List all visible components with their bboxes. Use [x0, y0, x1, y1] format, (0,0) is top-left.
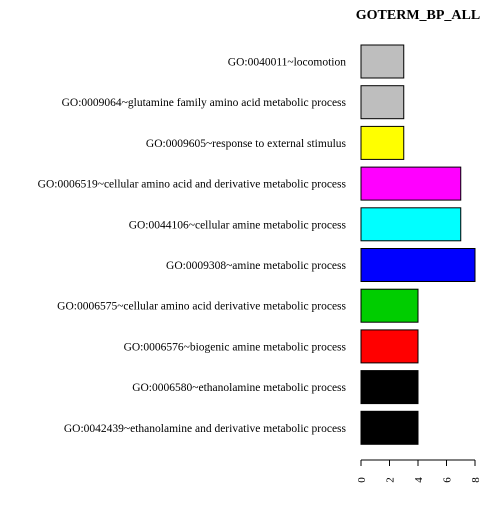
category-label: GO:0009308~amine metabolic process: [166, 260, 346, 272]
bar: [360, 125, 405, 160]
category-label: GO:0009605~response to external stimulus: [146, 138, 347, 150]
bar: [360, 288, 419, 323]
category-label: GO:0009064~glutamine family amino acid m…: [62, 97, 347, 109]
category-label: GO:0006580~ethanolamine metabolic proces…: [132, 382, 346, 394]
category-label: GO:0044106~cellular amine metabolic proc…: [129, 219, 347, 231]
bars-group: [360, 44, 476, 445]
x-tick-label: 4: [413, 477, 425, 483]
bar: [360, 207, 462, 242]
bar: [360, 44, 405, 79]
category-label: GO:0006519~cellular amino acid and deriv…: [38, 179, 347, 191]
chart-title: GOTERM_BP_ALL: [356, 8, 480, 23]
category-label: GO:0006575~cellular amino acid derivativ…: [57, 301, 346, 313]
bar: [360, 370, 419, 405]
category-labels-group: GO:0040011~locomotion GO:0009064~glutamin…: [38, 57, 347, 435]
x-axis: 0 2 4 6 8: [356, 459, 482, 483]
bar: [360, 329, 419, 364]
bar: [360, 166, 462, 201]
x-tick-label: 0: [356, 477, 368, 483]
category-label: GO:0042439~ethanolamine and derivative m…: [64, 423, 347, 435]
x-tick-label: 6: [442, 477, 454, 483]
category-label: GO:0006576~biogenic amine metabolic proc…: [124, 341, 347, 353]
bar: [360, 410, 419, 445]
bar: [360, 248, 476, 282]
bar: [360, 85, 405, 120]
category-label: GO:0040011~locomotion: [228, 57, 346, 69]
x-tick-label: 8: [470, 477, 482, 483]
x-tick-label: 2: [385, 477, 397, 483]
